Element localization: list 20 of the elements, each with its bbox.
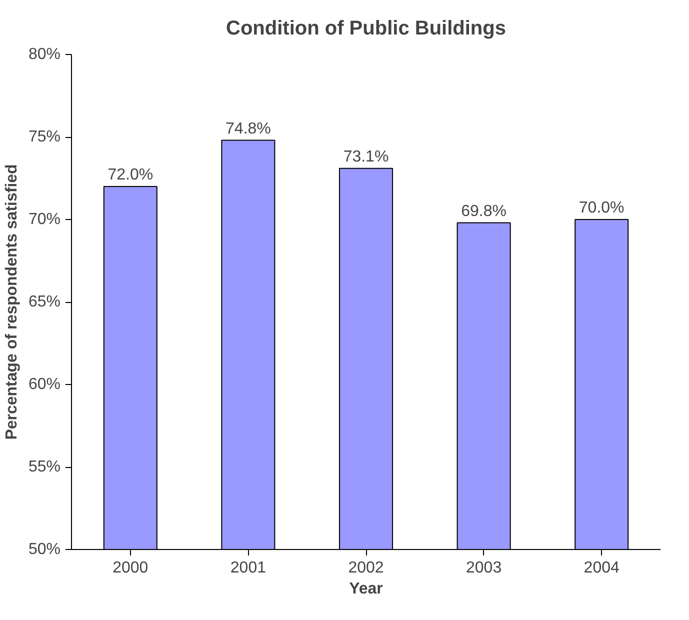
x-axis-title: Year [349, 580, 383, 598]
data-label: 70.0% [578, 200, 624, 216]
y-tick-label: 65% [28, 294, 61, 310]
y-axis-title: Percentage of respondents satisfied [3, 164, 20, 440]
x-tick-label: 2002 [348, 560, 384, 576]
y-tick-label: 50% [28, 541, 61, 558]
y-tick-label: 70% [28, 211, 61, 228]
y-tick-label: 60% [28, 376, 61, 393]
x-tick-label: 2001 [230, 560, 266, 576]
x-tick-label: 2003 [466, 560, 502, 576]
x-tick-label: 2000 [112, 560, 148, 576]
data-label: 69.8% [461, 202, 506, 220]
chart-title: Condition of Public Buildings [226, 18, 506, 40]
y-tick-label: 80% [28, 46, 61, 63]
data-label: 73.1% [343, 148, 389, 166]
x-tick-label: 2004 [584, 560, 620, 576]
y-tick-label: 55% [28, 458, 61, 476]
y-tick-label: 75% [28, 128, 61, 146]
data-label: 74.8% [226, 120, 271, 138]
data-label: 72.0% [108, 166, 154, 184]
